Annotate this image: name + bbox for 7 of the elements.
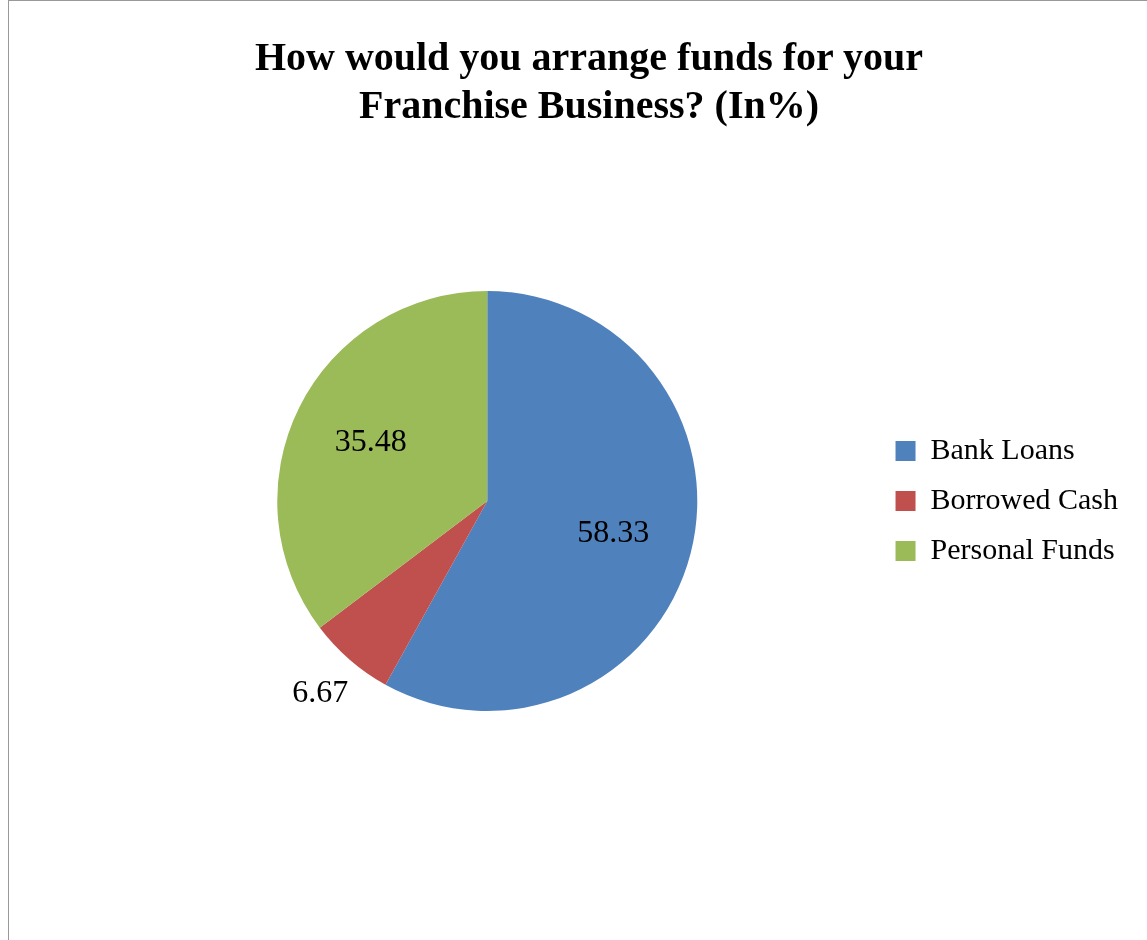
chart-title: How would you arrange funds for your Franchise Business? (In%)	[253, 33, 925, 129]
data-label: 58.33	[577, 512, 650, 549]
legend-label: Personal Funds	[930, 531, 1115, 565]
legend-label: Bank Loans	[930, 431, 1075, 465]
legend-label: Borrowed Cash	[930, 481, 1119, 515]
data-label: 35.48	[334, 422, 407, 459]
data-label: 6.67	[292, 673, 349, 710]
